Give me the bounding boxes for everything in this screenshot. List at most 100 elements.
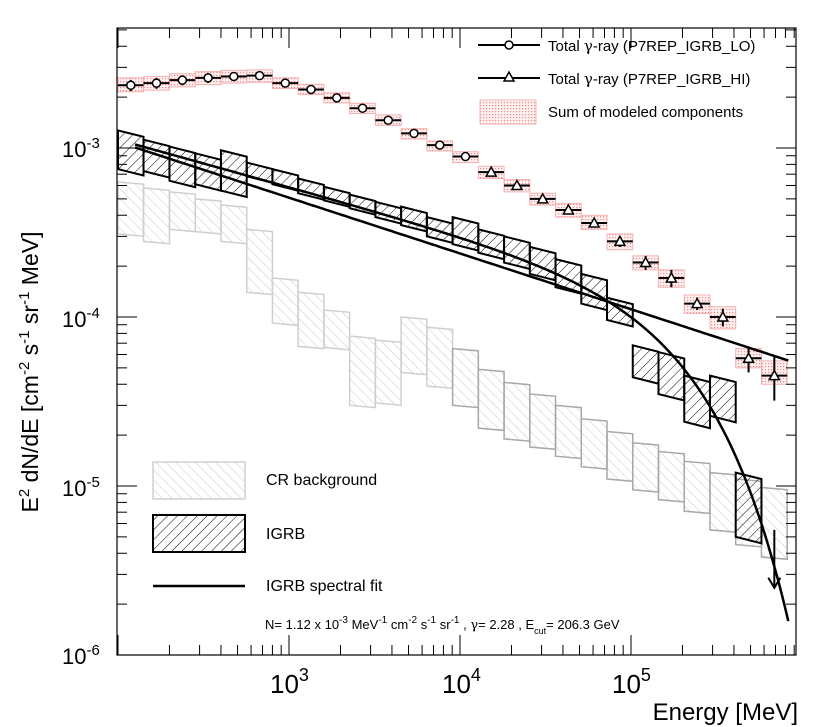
pink-dotted-box-icon (479, 99, 537, 125)
total-point-11 (401, 128, 427, 139)
cr-band-9 (348, 335, 377, 409)
circle-marker (280, 78, 291, 88)
circle-marker (203, 73, 213, 83)
igrb-band-0 (117, 129, 145, 177)
cr-band-5 (245, 228, 274, 296)
total-point-18 (581, 216, 608, 228)
cr-band-17 (554, 404, 583, 460)
total-point-1 (143, 77, 170, 89)
igrb-band-12 (425, 215, 454, 245)
legend-label-cr-background: CR background (266, 472, 377, 489)
igrb-band-4 (219, 148, 248, 199)
cr-band-15 (503, 381, 531, 442)
triangle-marker (587, 216, 601, 228)
total-point-17 (555, 203, 582, 215)
total-point-12 (426, 140, 453, 150)
y-tick-label-1e-6: 10-6 (62, 642, 100, 669)
triangle-marker (562, 203, 575, 215)
total-point-10 (375, 115, 402, 125)
cr-band-8 (323, 309, 351, 351)
legend-bottom: CR background IGRB IGRB spectral fit (152, 461, 383, 595)
circle-marker (177, 75, 188, 85)
triangle-marker-icon (502, 70, 516, 82)
legend-entry-cr-background: CR background (152, 461, 377, 500)
cr-band-10 (374, 339, 402, 407)
triangle-marker (484, 165, 498, 177)
total-point-0 (118, 79, 144, 92)
cr-band-18 (580, 417, 608, 470)
triangle-marker (716, 310, 730, 322)
cr-band-13 (451, 347, 480, 409)
fit-curve-line (134, 143, 790, 622)
total-point-5 (246, 70, 273, 81)
x-tick-label-1e4: 104 (442, 665, 481, 699)
cr-band-16 (529, 393, 557, 451)
total-point-4 (220, 71, 247, 82)
legend-top: Total γ-ray (P7REP_IGRB_LO) Total γ-ray … (478, 37, 755, 125)
circle-marker-icon (504, 40, 514, 50)
cr-band-3 (194, 198, 222, 235)
total-point-21 (658, 269, 685, 288)
y-tick-label-1e-4: 10-4 (62, 305, 100, 332)
triangle-marker (742, 351, 755, 364)
cr-band-21 (657, 450, 685, 503)
igrb-band-22 (683, 374, 711, 430)
circle-marker (460, 151, 471, 162)
cr-band-0 (117, 181, 145, 238)
legend-entry-total-hi: Total γ-ray (P7REP_IGRB_HI) (478, 70, 750, 88)
legend-entry-total-lo: Total γ-ray (P7REP_IGRB_LO) (478, 37, 755, 55)
igrb-upper-limit-arrow (767, 529, 782, 590)
cr-band-7 (297, 291, 325, 350)
circle-marker (434, 140, 445, 150)
legend-entry-sum: Sum of modeled components (479, 99, 743, 125)
black-hatch-box-icon (152, 514, 246, 553)
cr-band-20 (632, 442, 660, 493)
igrb-band-11 (400, 205, 428, 233)
triangle-marker (536, 192, 549, 204)
total-point-3 (195, 73, 221, 83)
circle-marker (357, 103, 368, 113)
cr-band-6 (271, 277, 299, 327)
circle-marker (306, 84, 316, 95)
circle-marker (409, 128, 419, 139)
circle-marker (332, 93, 342, 103)
total-gamma-points (118, 70, 788, 590)
total-point-15 (504, 178, 530, 191)
total-point-24 (735, 346, 762, 373)
cr-band-1 (142, 187, 171, 245)
cr-band-14 (477, 368, 505, 432)
axis-ticks (117, 28, 796, 656)
total-point-25 (761, 356, 788, 401)
triangle-marker (613, 234, 627, 247)
total-point-13 (452, 151, 479, 162)
total-point-2 (169, 75, 196, 86)
cr-band-4 (220, 204, 248, 245)
legend-label-igrb-fit: IGRB spectral fit (266, 578, 383, 595)
y-tick-label-1e-3: 10-3 (62, 135, 100, 162)
x-axis-label: Energy [MeV] (653, 699, 798, 726)
circle-marker (383, 115, 393, 125)
x-tick-label-1e3: 103 (270, 665, 309, 699)
total-point-7 (298, 84, 324, 95)
circle-marker (254, 70, 265, 81)
total-point-9 (349, 103, 376, 113)
total-point-8 (323, 93, 350, 103)
y-tick-label-1e-5: 10-5 (62, 474, 100, 501)
circle-marker (126, 80, 136, 91)
legend-entry-igrb-fit: IGRB spectral fit (153, 578, 383, 595)
triangle-marker (639, 256, 652, 268)
total-point-6 (272, 78, 299, 88)
total-point-23 (709, 308, 736, 327)
cr-band-2 (168, 191, 197, 233)
cr-band-22 (683, 460, 711, 515)
cr-band-23 (709, 471, 737, 533)
igrb-band-15 (503, 235, 531, 271)
fit-annotation: N= 1.12 x 10-3 MeV-1 cm-2 s-1 sr-1 , γ= … (265, 615, 620, 636)
cr-band-11 (400, 316, 428, 376)
gray-hatch-box-icon (152, 461, 246, 500)
triangle-marker (690, 297, 704, 309)
total-point-22 (684, 297, 710, 311)
total-point-19 (607, 234, 633, 247)
igrb-band-21 (657, 350, 686, 402)
